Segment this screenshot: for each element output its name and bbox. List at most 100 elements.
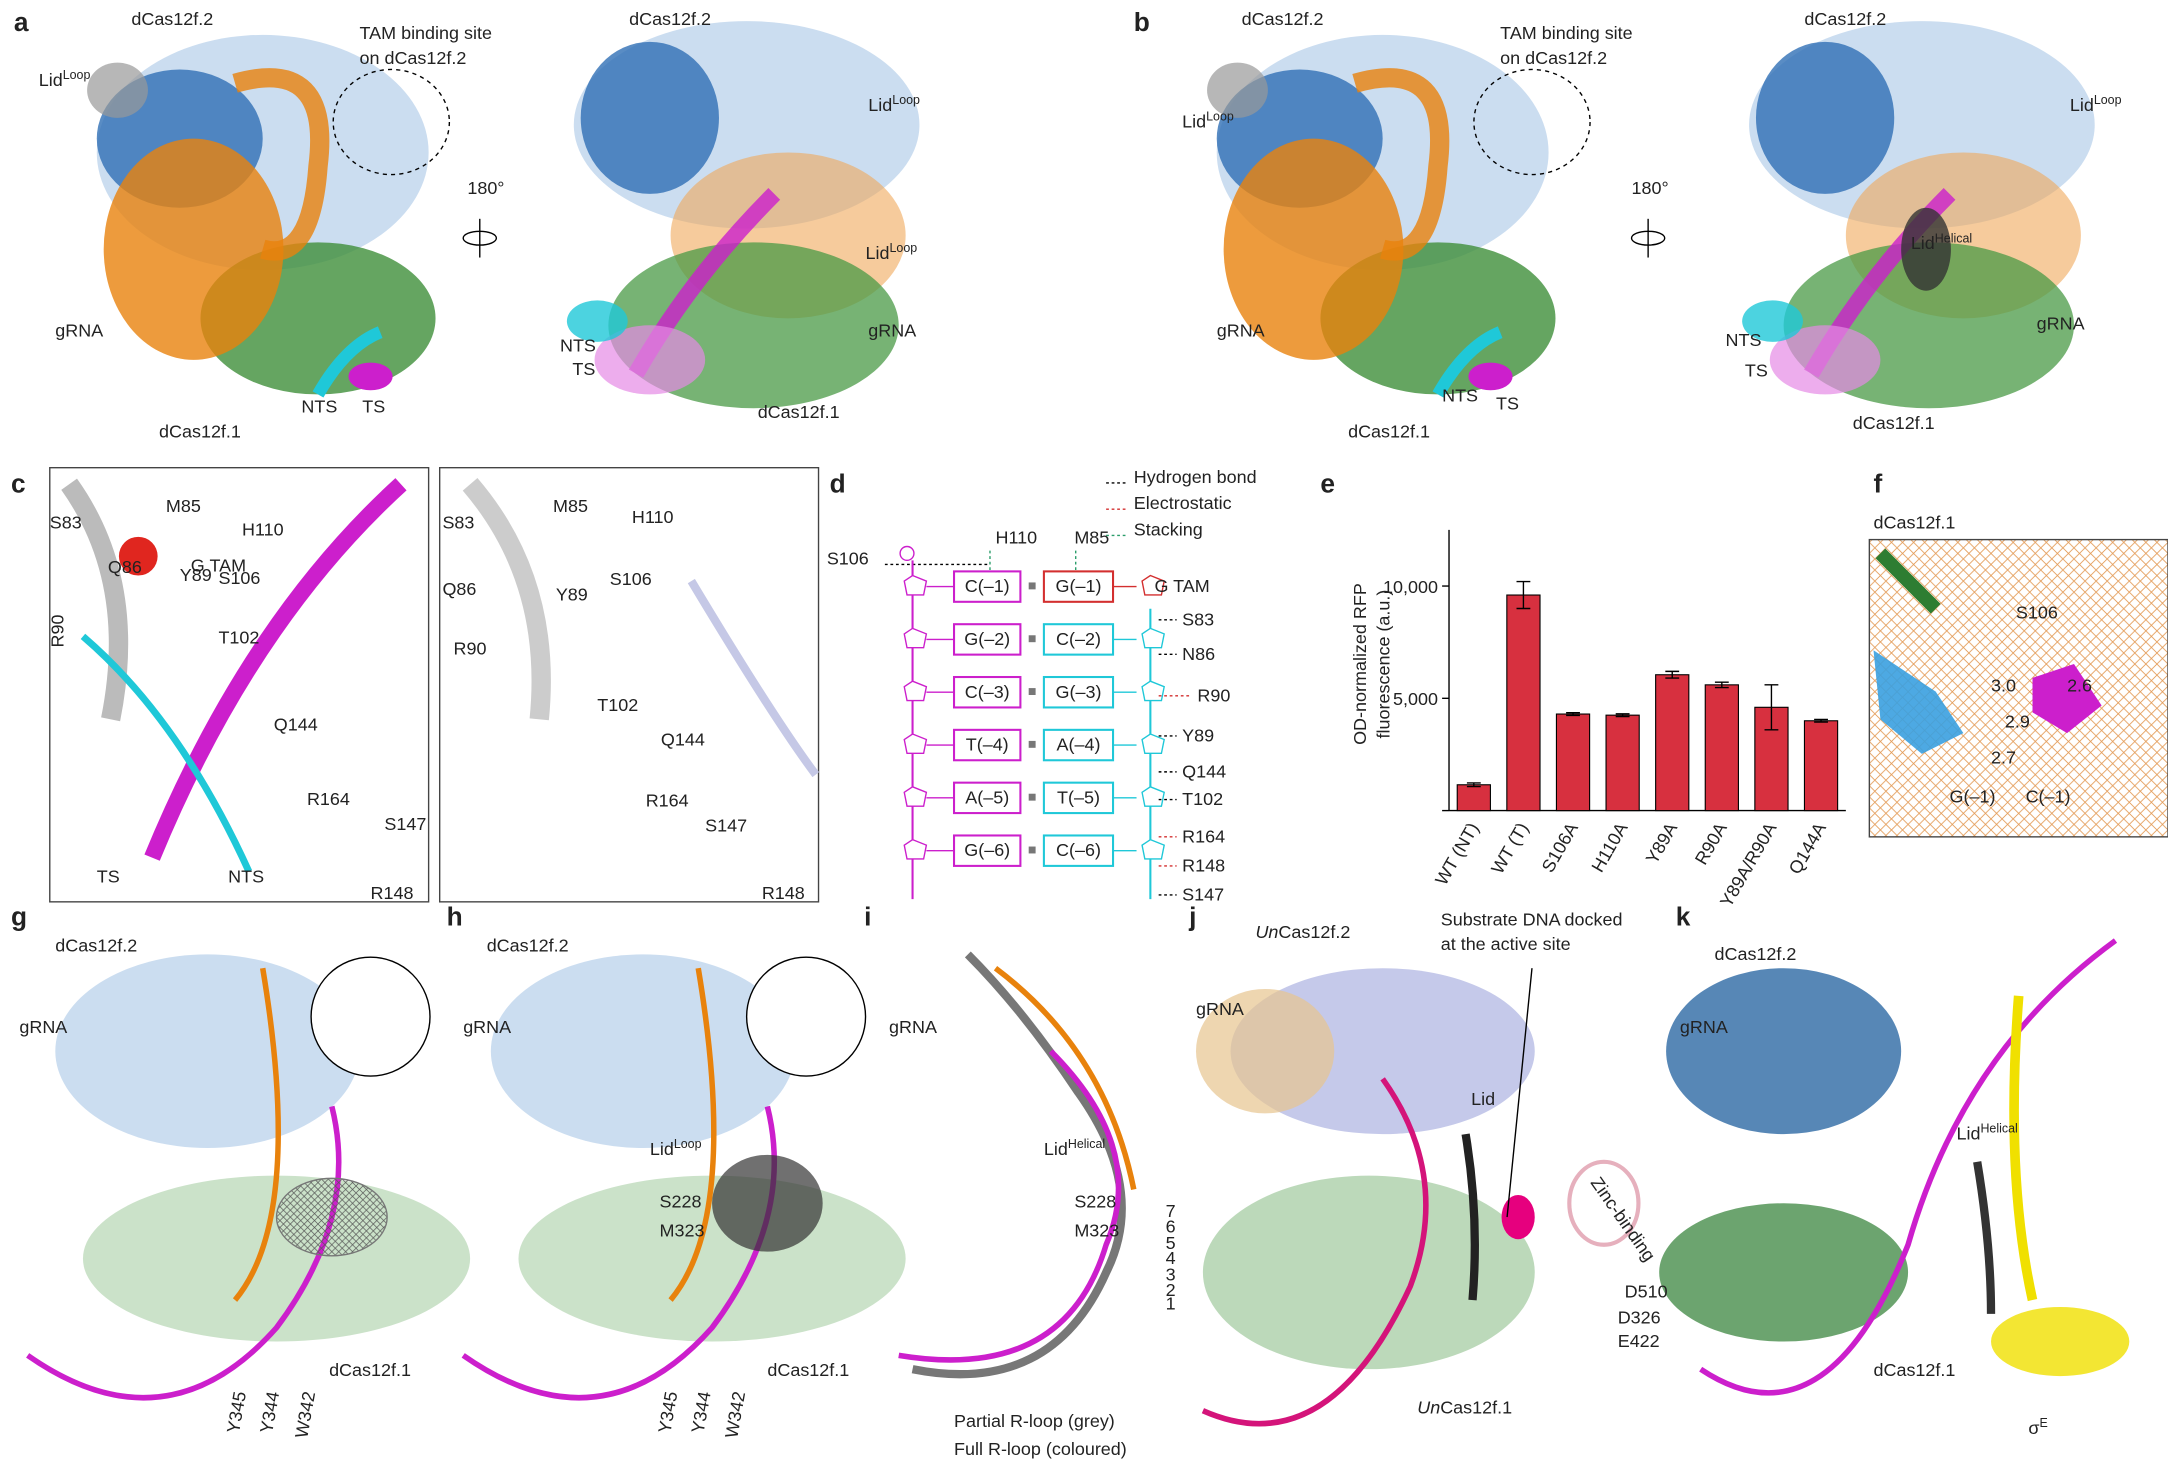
- tam-site: [1473, 68, 1591, 176]
- base-box: [1042, 623, 1115, 656]
- label: TS: [1745, 360, 1768, 380]
- pair-mark: [1028, 740, 1036, 748]
- structure-front: [1207, 35, 1555, 394]
- label: R148: [762, 883, 805, 903]
- label: S228: [1074, 1191, 1116, 1211]
- label-base: Cas12f.1: [1440, 1397, 1512, 1417]
- shape: [232, 967, 282, 1302]
- sugar: [903, 733, 928, 755]
- label: S106: [827, 548, 869, 568]
- label: Q86: [108, 557, 142, 577]
- bar: [1605, 714, 1640, 812]
- label: dCas12f.2: [1804, 9, 1886, 29]
- label: H110A: [1587, 819, 1631, 875]
- base-box: [1042, 675, 1115, 709]
- sugar: [1141, 627, 1165, 649]
- label: T102: [1182, 789, 1223, 809]
- rotation-icon: [1630, 218, 1666, 259]
- label: Q144A: [1785, 819, 1830, 877]
- shape: [1991, 1306, 2130, 1377]
- label: at the active site: [1441, 934, 1571, 954]
- base-box: [1042, 781, 1115, 815]
- label: TS: [572, 359, 595, 379]
- label: j: [1188, 901, 1196, 931]
- label: dCas12f.1: [159, 421, 241, 441]
- label: Q144: [661, 730, 705, 750]
- label-base: Lid: [866, 243, 890, 263]
- label: dCas12f.2: [131, 9, 213, 29]
- label: Substrate DNA docked: [1441, 909, 1623, 929]
- label: C(–3): [965, 682, 1010, 702]
- label: R90: [1197, 685, 1230, 705]
- bar: [1506, 594, 1541, 812]
- label-italic: Un: [1417, 1397, 1440, 1417]
- shape: [1973, 1161, 1996, 1314]
- phosphate: [899, 545, 915, 562]
- label: b: [1134, 7, 1150, 37]
- label: h: [447, 901, 463, 931]
- label: S228: [660, 1191, 702, 1211]
- label: 6: [1166, 1216, 1176, 1236]
- shape: [275, 1177, 388, 1257]
- shape: [1666, 968, 1902, 1135]
- shape: [1501, 1194, 1535, 1240]
- label: M323: [660, 1220, 705, 1240]
- label: N86: [1182, 644, 1215, 664]
- label: 180°: [467, 178, 504, 198]
- pair-mark: [1028, 635, 1036, 643]
- structure-g: [26, 954, 471, 1401]
- label-sup: Helical: [1068, 1137, 1105, 1151]
- label: 4: [1166, 1248, 1176, 1268]
- helix: [687, 578, 820, 778]
- label: M85: [1074, 528, 1109, 548]
- structure-front: [87, 35, 435, 394]
- label: S147: [1182, 884, 1224, 904]
- label: H110: [242, 519, 284, 539]
- shape: [898, 1049, 1122, 1363]
- label: LidHelical: [1911, 231, 1972, 253]
- label: LidLoop: [650, 1137, 702, 1159]
- error-bar: [1814, 718, 1828, 723]
- label: 2.7: [1991, 748, 2016, 768]
- label: gRNA: [1196, 999, 1244, 1019]
- label: LidLoop: [868, 93, 920, 115]
- label: G(–1): [1950, 786, 1996, 806]
- label: S106A: [1538, 819, 1582, 876]
- label: d: [830, 469, 846, 499]
- label: T(–4): [966, 735, 1009, 755]
- label: σE: [2028, 1416, 2047, 1438]
- label: 3: [1166, 1265, 1176, 1285]
- label: UnCas12f.1: [1417, 1397, 1512, 1417]
- label: S147: [384, 814, 426, 834]
- label: C(–2): [1056, 629, 1101, 649]
- label: Y89: [180, 565, 212, 585]
- label: dCas12f.1: [1853, 413, 1935, 433]
- label: gRNA: [1680, 1017, 1728, 1037]
- label: M85: [553, 496, 588, 516]
- label-base: Lid: [868, 95, 892, 115]
- label: f: [1873, 469, 1882, 499]
- shape: [490, 954, 796, 1148]
- label: 3.0: [1991, 676, 2016, 696]
- label: LidHelical: [1044, 1137, 1105, 1159]
- shape: [1202, 1175, 1535, 1370]
- base-box: [1042, 728, 1115, 762]
- label: LidLoop: [39, 68, 91, 90]
- structure-i: [898, 951, 1137, 1379]
- label: dCas12f.1: [1873, 513, 1955, 533]
- rotation-icon: [462, 218, 498, 259]
- error-bar: [1665, 670, 1680, 679]
- label: NTS: [560, 336, 596, 356]
- label: G(–2): [964, 629, 1010, 649]
- label: 2.9: [2005, 712, 2030, 732]
- label: UnCas12f.2: [1255, 922, 1350, 942]
- error-bar: [1764, 684, 1779, 731]
- label: C(–6): [1056, 840, 1101, 860]
- label: 180°: [1632, 178, 1669, 198]
- base: [2032, 664, 2102, 734]
- label: dCas12f.2: [55, 936, 137, 956]
- shape: [712, 1154, 823, 1252]
- label: Y89: [1182, 725, 1214, 745]
- label-italic: Un: [1255, 922, 1278, 942]
